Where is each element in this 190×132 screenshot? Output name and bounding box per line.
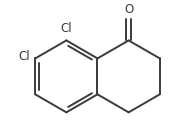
Text: Cl: Cl	[61, 22, 72, 36]
Text: Cl: Cl	[19, 50, 30, 63]
Text: O: O	[124, 3, 133, 16]
